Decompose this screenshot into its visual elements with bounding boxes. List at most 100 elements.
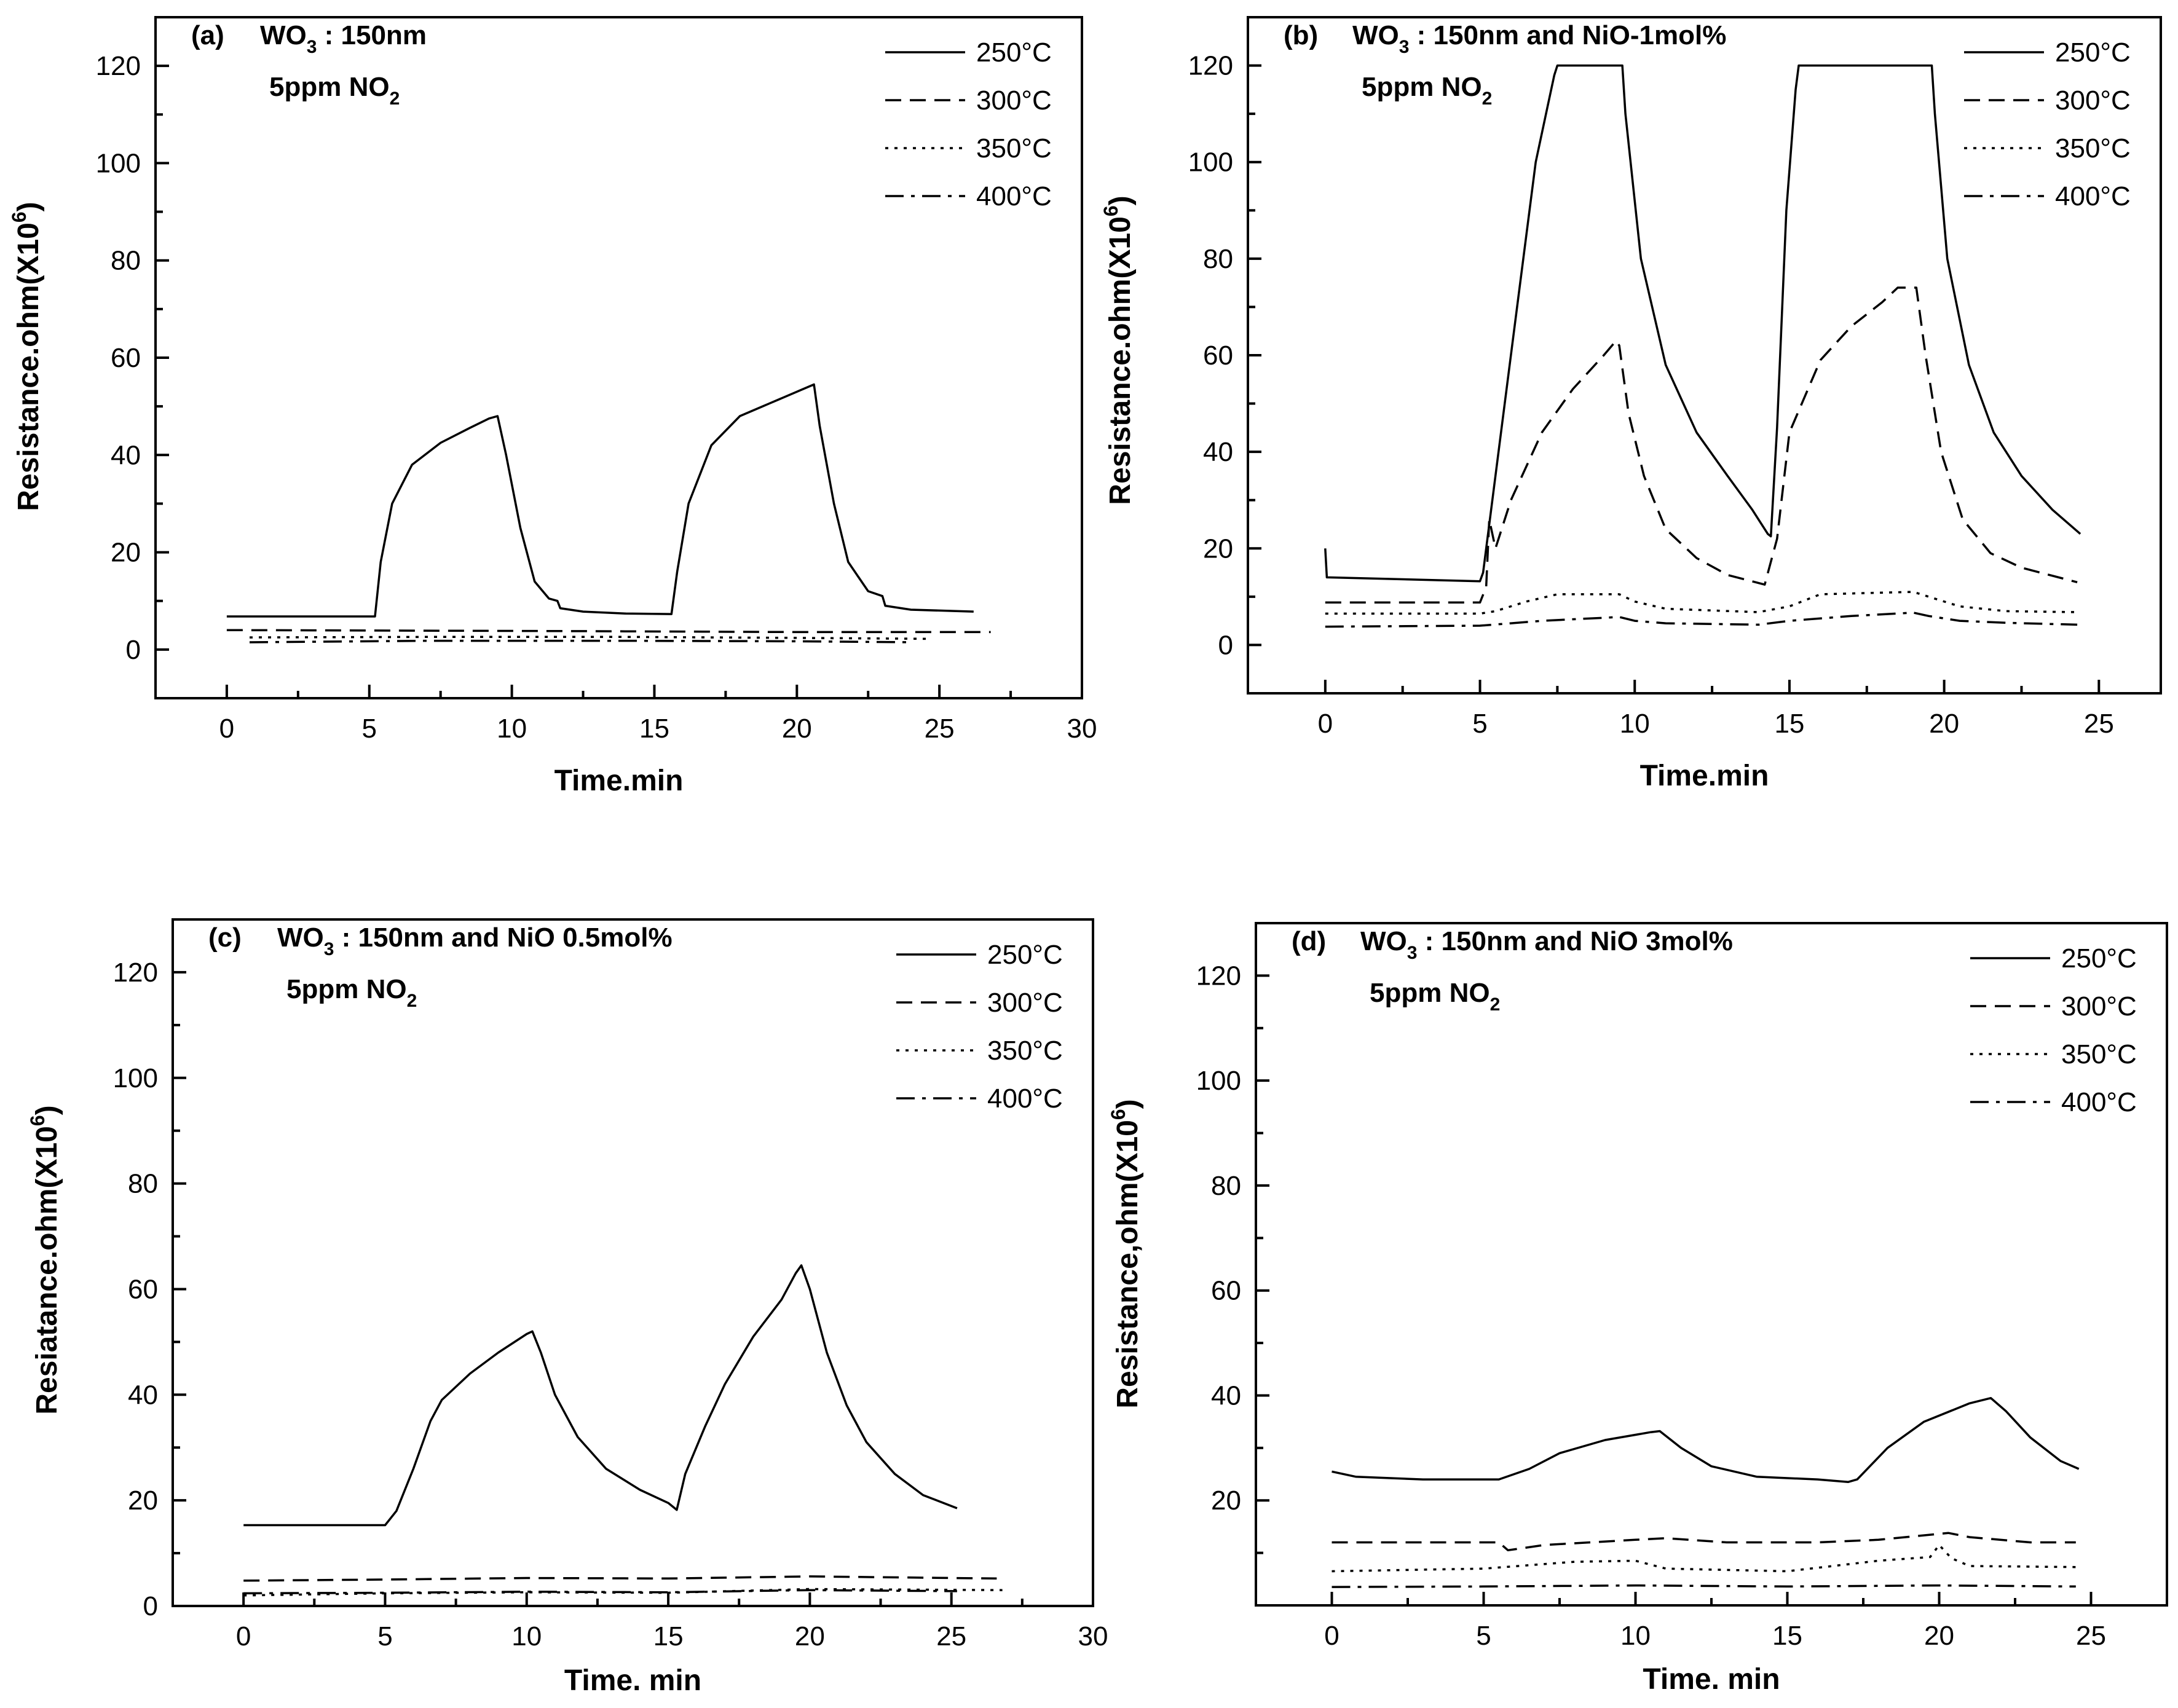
panel-label: (b) bbox=[1284, 20, 1318, 50]
y-tick-label: 60 bbox=[1203, 340, 1233, 371]
plot-frame bbox=[1247, 16, 2162, 695]
legend-label: 250°C bbox=[2055, 37, 2131, 68]
legend-label: 400°C bbox=[2061, 1087, 2137, 1117]
x-tick-label: 10 bbox=[1620, 1621, 1651, 1651]
y-tick-label: 100 bbox=[113, 1063, 158, 1093]
x-tick-label: 25 bbox=[2076, 1621, 2106, 1651]
x-tick-label: 30 bbox=[1078, 1621, 1108, 1651]
panel-c: 0 5 10 15 20 25 30 0 20 40 60 80 100 120 (c) WO3 : 150n… bbox=[26, 918, 1108, 1697]
y-tick-label: 40 bbox=[111, 440, 141, 470]
x-tick-label: 10 bbox=[511, 1621, 542, 1651]
series-400C bbox=[243, 1589, 957, 1595]
legend-label: 300°C bbox=[2061, 991, 2137, 1021]
legend-label: 250°C bbox=[976, 37, 1052, 68]
series-300C bbox=[1325, 286, 2078, 604]
x-tick-label: 0 bbox=[1324, 1621, 1339, 1651]
legend-label: 350°C bbox=[976, 133, 1052, 163]
x-axis-label: Time. min bbox=[564, 1664, 701, 1697]
sample-annotation: WO3 : 150nm and NiO-1mol% bbox=[1352, 20, 1726, 57]
legend-label: 300°C bbox=[2055, 85, 2131, 116]
x-tick-label: 20 bbox=[1924, 1621, 1954, 1651]
series-350C bbox=[249, 636, 928, 640]
y-tick-label: 0 bbox=[1218, 630, 1233, 660]
legend-label: 350°C bbox=[2061, 1039, 2137, 1069]
series-300C bbox=[1332, 1532, 2076, 1552]
series-300C bbox=[226, 629, 991, 634]
x-axis-label: Time. min bbox=[1643, 1663, 1780, 1696]
series-400C bbox=[249, 639, 911, 643]
y-tick-label: 100 bbox=[96, 148, 141, 178]
gas-annotation: 5ppm NO2 bbox=[269, 72, 400, 109]
plot-frame bbox=[154, 16, 1083, 699]
legend-label: 350°C bbox=[2055, 133, 2131, 163]
y-tick-label: 0 bbox=[126, 635, 141, 665]
x-tick-label: 25 bbox=[936, 1621, 966, 1651]
y-tick-label: 120 bbox=[1196, 961, 1241, 991]
panel-b: 0 5 10 15 20 25 0 20 40 60 80 100 120 (b) WO3 : 150nm … bbox=[1100, 16, 2162, 792]
gas-annotation: 5ppm NO2 bbox=[1362, 72, 1492, 109]
sample-annotation: WO3 : 150nm and NiO 3mol% bbox=[1360, 926, 1733, 963]
x-tick-label: 30 bbox=[1067, 714, 1097, 744]
y-tick-label: 20 bbox=[1211, 1486, 1241, 1516]
series-250C bbox=[1332, 1396, 2080, 1484]
x-tick-label: 25 bbox=[2084, 709, 2114, 739]
gas-annotation: 5ppm NO2 bbox=[1370, 978, 1500, 1015]
x-tick-label: 20 bbox=[1929, 709, 1959, 739]
legend-label: 400°C bbox=[2055, 181, 2131, 211]
legend-label: 400°C bbox=[987, 1084, 1063, 1114]
y-tick-label: 20 bbox=[128, 1486, 158, 1516]
panel-label: (a) bbox=[191, 20, 224, 50]
y-tick-label: 80 bbox=[1203, 244, 1233, 274]
y-axis-label: Resiatance.ohm(X106) bbox=[26, 1105, 63, 1414]
gas-annotation: 5ppm NO2 bbox=[286, 974, 417, 1011]
y-tick-label: 40 bbox=[1211, 1380, 1241, 1411]
x-axis-label: Time.min bbox=[554, 765, 684, 797]
series-350C bbox=[1332, 1544, 2076, 1573]
x-tick-label: 20 bbox=[795, 1621, 825, 1651]
y-axis-label: Resistance,ohm(X106) bbox=[1107, 1099, 1144, 1408]
x-tick-label: 0 bbox=[236, 1621, 251, 1651]
y-tick-label: 20 bbox=[111, 538, 141, 568]
legend-label: 350°C bbox=[987, 1036, 1063, 1066]
series-250C bbox=[243, 1264, 958, 1527]
series-350C bbox=[1325, 591, 2078, 615]
panel-d: 0 5 10 15 20 25 20 40 60 80 100 120 (d) WO3 : 150nm a… bbox=[1107, 922, 2168, 1696]
x-tick-label: 15 bbox=[1774, 709, 1804, 739]
x-tick-label: 15 bbox=[639, 714, 669, 744]
panel-label: (d) bbox=[1292, 926, 1326, 956]
y-tick-label: 60 bbox=[128, 1274, 158, 1304]
legend-label: 400°C bbox=[976, 181, 1052, 211]
legend-label: 300°C bbox=[976, 85, 1052, 116]
y-tick-label: 60 bbox=[111, 343, 141, 373]
x-tick-label: 5 bbox=[362, 714, 377, 744]
x-tick-label: 0 bbox=[1318, 709, 1333, 739]
x-tick-label: 0 bbox=[219, 714, 234, 744]
x-tick-label: 15 bbox=[653, 1621, 684, 1651]
sample-annotation: WO3 : 150nm and NiO 0.5mol% bbox=[277, 923, 673, 959]
series-400C bbox=[1332, 1584, 2076, 1588]
legend-label: 250°C bbox=[987, 940, 1063, 970]
x-tick-label: 10 bbox=[1620, 709, 1650, 739]
y-tick-label: 100 bbox=[1196, 1066, 1241, 1096]
sample-annotation: WO3 : 150nm bbox=[260, 20, 427, 57]
plot-frame bbox=[172, 918, 1094, 1607]
y-tick-label: 100 bbox=[1188, 148, 1233, 178]
x-tick-label: 25 bbox=[925, 714, 955, 744]
panel-label: (c) bbox=[208, 923, 242, 953]
x-tick-label: 15 bbox=[1772, 1621, 1802, 1651]
series-300C bbox=[243, 1575, 997, 1582]
x-tick-label: 5 bbox=[1476, 1621, 1491, 1651]
series-400C bbox=[1325, 612, 2078, 628]
series-250C bbox=[1324, 64, 2081, 583]
y-tick-label: 80 bbox=[111, 246, 141, 276]
y-tick-label: 0 bbox=[143, 1591, 158, 1621]
x-axis-label: Time.min bbox=[1640, 760, 1769, 792]
y-tick-label: 120 bbox=[113, 958, 158, 988]
x-tick-label: 5 bbox=[1472, 709, 1487, 739]
plot-frame bbox=[1255, 922, 2168, 1607]
y-tick-label: 80 bbox=[128, 1169, 158, 1199]
y-tick-label: 40 bbox=[128, 1380, 158, 1410]
y-tick-label: 60 bbox=[1211, 1276, 1241, 1306]
y-axis-label: Resistance.ohm(X106) bbox=[8, 202, 45, 511]
y-tick-label: 40 bbox=[1203, 437, 1233, 467]
